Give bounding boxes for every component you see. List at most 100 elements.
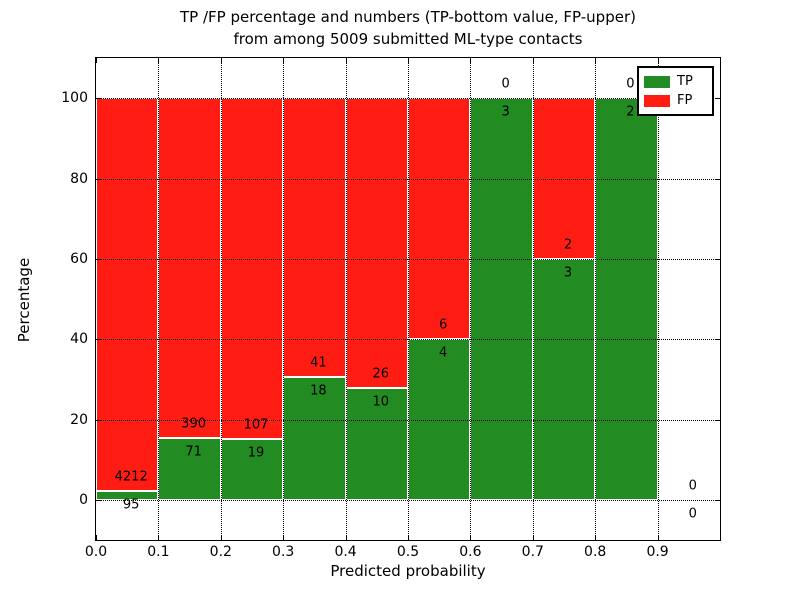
bar-segment-fp — [220, 98, 284, 440]
gridline-x-0.6 — [470, 58, 472, 540]
y-tick-right — [715, 419, 720, 421]
x-tick-label-0.0: 0.0 — [84, 544, 108, 560]
x-tick-label-0.9: 0.9 — [646, 544, 669, 560]
bar-label-tp: 95 — [122, 497, 140, 513]
y-tick-right — [715, 98, 720, 100]
gridline-x-0.8 — [595, 58, 597, 540]
legend-swatch-fp-icon — [644, 94, 670, 107]
bar-label-tp: 0 — [688, 506, 697, 522]
bar-segment-fp — [408, 98, 471, 340]
bar-label-fp: 107 — [243, 417, 269, 433]
bar-segment-fp — [158, 98, 221, 438]
bar-label-fp: 26 — [372, 366, 390, 382]
bar-label-tp: 3 — [501, 104, 510, 120]
y-tick-left — [96, 98, 101, 100]
y-tick-left — [96, 258, 101, 260]
bar-label-fp: 41 — [310, 355, 327, 371]
y-tick-left — [96, 339, 101, 341]
x-axis-label: Predicted probability — [330, 562, 486, 580]
x-tick-bottom — [96, 535, 97, 540]
bar-segment-tp — [532, 258, 596, 500]
x-tick-bottom — [657, 535, 659, 540]
x-tick-bottom — [283, 535, 285, 540]
bar-label-tp: 10 — [372, 394, 390, 410]
x-tick-label-0.8: 0.8 — [584, 544, 607, 560]
gridline-x-0.7 — [532, 58, 534, 540]
x-tick-bottom — [408, 535, 409, 540]
bar-label-tp: 19 — [247, 445, 265, 461]
x-tick-top — [408, 58, 409, 63]
legend-label-tp: TP — [677, 74, 693, 89]
gridline-x-0.9 — [657, 58, 659, 540]
x-tick-top — [657, 58, 659, 63]
y-axis-label: Percentage — [15, 257, 33, 343]
bar-segment-tp — [96, 490, 159, 500]
x-tick-bottom — [532, 535, 534, 540]
gridline-x-0.3 — [283, 58, 285, 540]
x-tick-top — [96, 58, 97, 63]
x-tick-label-0.5: 0.5 — [396, 544, 420, 560]
x-tick-bottom — [158, 535, 160, 540]
x-tick-label-0.6: 0.6 — [459, 544, 482, 560]
bar-segment-fp — [283, 98, 346, 378]
legend: TP FP — [637, 66, 714, 116]
x-tick-label-0.1: 0.1 — [147, 544, 170, 560]
bar-segment-tp — [345, 388, 408, 500]
bar-segment-fp — [532, 98, 596, 259]
bar-segment-tp — [408, 339, 471, 500]
bar-label-fp: 0 — [626, 76, 635, 92]
y-tick-label-20: 20 — [70, 411, 88, 428]
bar-label-fp: 0 — [501, 76, 510, 92]
x-tick-top — [470, 58, 472, 63]
legend-item-tp: TP — [644, 72, 707, 91]
x-tick-label-0.2: 0.2 — [209, 544, 232, 560]
y-tick-label-0: 0 — [79, 491, 88, 508]
bar-label-tp: 4 — [439, 345, 448, 361]
gridline-x-0.1 — [158, 58, 160, 540]
x-tick-bottom — [345, 535, 347, 540]
x-tick-label-0.4: 0.4 — [334, 544, 357, 560]
y-tick-right — [715, 339, 720, 341]
gridline-x-0.5 — [408, 58, 409, 540]
y-tick-label-40: 40 — [70, 331, 88, 348]
x-tick-top — [532, 58, 534, 63]
legend-item-fp: FP — [644, 91, 707, 110]
bar-label-fp: 0 — [688, 478, 697, 494]
bar-segment-tp — [158, 437, 221, 500]
bar-segment-tp — [283, 377, 346, 500]
x-tick-bottom — [470, 535, 472, 540]
bar-label-tp: 3 — [563, 265, 573, 281]
chart-title-line-1: TP /FP percentage and numbers (TP-bottom… — [180, 8, 636, 26]
x-tick-top — [283, 58, 285, 63]
y-tick-right — [715, 258, 720, 260]
gridline-x-0.4 — [345, 58, 347, 540]
y-tick-label-60: 60 — [70, 250, 88, 267]
y-tick-left — [96, 178, 101, 180]
bar-label-fp: 4212 — [114, 469, 148, 485]
plot-area: 4212 95 390 71 107 19 41 18 26 10 6 4 0 3 2 3 0 2 0 0 — [95, 57, 721, 541]
bar-segment-fp — [96, 98, 159, 491]
y-tick-left — [96, 419, 101, 421]
x-tick-label-0.3: 0.3 — [272, 544, 295, 560]
legend-label-fp: FP — [677, 93, 693, 108]
bar-segment-fp — [345, 98, 408, 389]
x-tick-top — [595, 58, 597, 63]
x-tick-bottom — [595, 535, 597, 540]
x-tick-bottom — [220, 535, 222, 540]
bar-label-fp: 6 — [439, 317, 448, 333]
bar-label-tp: 2 — [626, 104, 635, 120]
y-tick-label-80: 80 — [70, 170, 88, 187]
bar-label-fp: 390 — [181, 416, 207, 432]
bar-label-fp: 2 — [563, 237, 573, 253]
bar-segment-tp — [470, 98, 533, 500]
x-tick-top — [158, 58, 160, 63]
y-tick-right — [715, 178, 720, 180]
x-tick-top — [220, 58, 222, 63]
gridline-x-0.2 — [220, 58, 222, 540]
x-tick-top — [345, 58, 347, 63]
bar-segment-tp — [595, 98, 658, 500]
chart-title: TP /FP percentage and numbers (TP-bottom… — [96, 6, 720, 50]
legend-swatch-tp-icon — [644, 75, 670, 88]
y-tick-left — [96, 499, 101, 501]
